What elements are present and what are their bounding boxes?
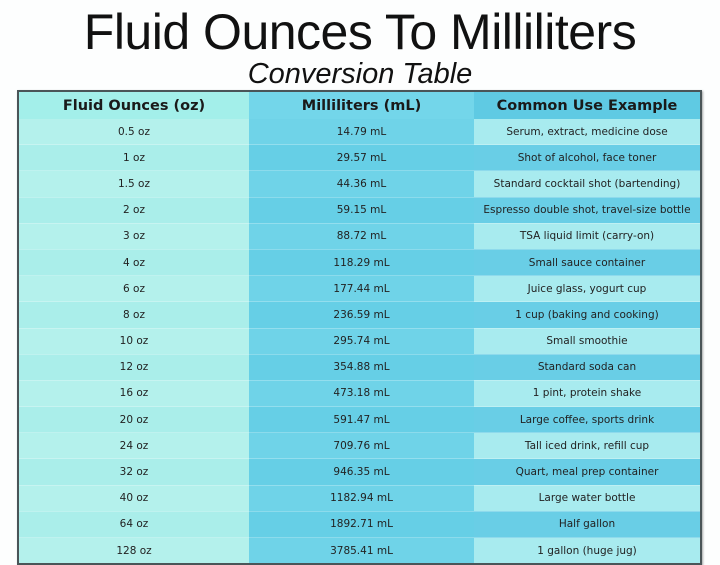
table-row: 24 oz 709.76 mL Tall iced drink, refill cu…	[18, 432, 701, 459]
cell-milliliters: 295.74 mL	[249, 327, 474, 355]
cell-common-use: Small sauce container	[474, 248, 701, 276]
cell-fluid-ounces: 24 oz	[18, 432, 249, 459]
table-row: 12 oz 354.88 mL Standard soda can	[18, 353, 701, 381]
table-row: 20 oz 591.47 mL Large coffee, sports drink	[18, 406, 701, 433]
header-fluid-ounces: Fluid Ounces (oz)	[18, 91, 249, 119]
cell-milliliters: 3785.41 mL	[249, 537, 474, 565]
cell-common-use: TSA liquid limit (carry-on)	[474, 222, 701, 250]
cell-fluid-ounces: 4 oz	[18, 248, 249, 276]
cell-milliliters: 1892.71 mL	[249, 510, 474, 538]
cell-common-use: Juice glass, yogurt cup	[474, 275, 701, 302]
cell-milliliters: 591.47 mL	[249, 406, 474, 433]
cell-common-use: Espresso double shot, travel-size bottle	[474, 196, 701, 224]
table-row: 10 oz 295.74 mL Small smoothie	[18, 327, 701, 355]
table-row: 3 oz 88.72 mL TSA liquid limit (carry-on)	[18, 222, 701, 250]
cell-common-use: Serum, extract, medicine dose	[474, 119, 701, 145]
cell-common-use: Large coffee, sports drink	[474, 406, 701, 433]
cell-fluid-ounces: 32 oz	[18, 458, 249, 486]
cell-fluid-ounces: 1 oz	[18, 144, 249, 171]
cell-common-use: 1 pint, protein shake	[474, 379, 701, 407]
table-row: 2 oz 59.15 mL Espresso double shot, travel…	[18, 196, 701, 224]
cell-milliliters: 709.76 mL	[249, 432, 474, 459]
table-header-row: Fluid Ounces (oz) Milliliters (mL) Commo…	[18, 91, 701, 119]
cell-milliliters: 118.29 mL	[249, 248, 474, 276]
table-row: 16 oz 473.18 mL 1 pint, protein shake	[18, 379, 701, 407]
cell-milliliters: 29.57 mL	[249, 144, 474, 171]
cell-milliliters: 236.59 mL	[249, 301, 474, 328]
cell-fluid-ounces: 16 oz	[18, 379, 249, 407]
table-row: 1.5 oz 44.36 mL Standard cocktail shot (ba…	[18, 170, 701, 198]
cell-common-use: Tall iced drink, refill cup	[474, 432, 701, 459]
cell-fluid-ounces: 6 oz	[18, 275, 249, 302]
cell-fluid-ounces: 40 oz	[18, 484, 249, 512]
cell-milliliters: 88.72 mL	[249, 222, 474, 250]
cell-common-use: Large water bottle	[474, 484, 701, 512]
table-row: 0.5 oz 14.79 mL Serum, extract, medicine d…	[18, 119, 701, 145]
cell-milliliters: 59.15 mL	[249, 196, 474, 224]
header-milliliters: Milliliters (mL)	[249, 91, 474, 119]
cell-milliliters: 354.88 mL	[249, 353, 474, 381]
table-row: 40 oz 1182.94 mL Large water bottle	[18, 484, 701, 512]
conversion-table: Fluid Ounces (oz) Milliliters (mL) Commo…	[17, 90, 702, 565]
cell-fluid-ounces: 8 oz	[18, 301, 249, 328]
cell-fluid-ounces: 128 oz	[18, 537, 249, 565]
cell-common-use: 1 gallon (huge jug)	[474, 537, 701, 565]
cell-common-use: Half gallon	[474, 510, 701, 538]
cell-common-use: Shot of alcohol, face toner	[474, 144, 701, 171]
cell-milliliters: 946.35 mL	[249, 458, 474, 486]
cell-common-use: Standard soda can	[474, 353, 701, 381]
table-row: 8 oz 236.59 mL 1 cup (baking and cooking)	[18, 301, 701, 328]
cell-common-use: Quart, meal prep container	[474, 458, 701, 486]
cell-common-use: 1 cup (baking and cooking)	[474, 301, 701, 328]
table-row: 4 oz 118.29 mL Small sauce container	[18, 248, 701, 276]
table-row: 32 oz 946.35 mL Quart, meal prep container	[18, 458, 701, 486]
cell-fluid-ounces: 3 oz	[18, 222, 249, 250]
cell-fluid-ounces: 2 oz	[18, 196, 249, 224]
cell-milliliters: 14.79 mL	[249, 119, 474, 145]
table-row: 64 oz 1892.71 mL Half gallon	[18, 510, 701, 538]
cell-milliliters: 44.36 mL	[249, 170, 474, 198]
cell-fluid-ounces: 64 oz	[18, 510, 249, 538]
cell-fluid-ounces: 1.5 oz	[18, 170, 249, 198]
cell-common-use: Small smoothie	[474, 327, 701, 355]
header-common-use: Common Use Example	[474, 91, 701, 119]
cell-milliliters: 473.18 mL	[249, 379, 474, 407]
table-row: 128 oz 3785.41 mL 1 gallon (huge jug)	[18, 537, 701, 565]
cell-milliliters: 1182.94 mL	[249, 484, 474, 512]
cell-milliliters: 177.44 mL	[249, 275, 474, 302]
cell-fluid-ounces: 10 oz	[18, 327, 249, 355]
cell-fluid-ounces: 12 oz	[18, 353, 249, 381]
cell-common-use: Standard cocktail shot (bartending)	[474, 170, 701, 198]
table-row: 6 oz 177.44 mL Juice glass, yogurt cup	[18, 275, 701, 302]
page-title: Fluid Ounces To Milliliters	[83, 4, 637, 60]
page-subtitle: Conversion Table	[247, 58, 473, 90]
table-row: 1 oz 29.57 mL Shot of alcohol, face toner	[18, 144, 701, 171]
cell-fluid-ounces: 20 oz	[18, 406, 249, 433]
cell-fluid-ounces: 0.5 oz	[18, 119, 249, 145]
